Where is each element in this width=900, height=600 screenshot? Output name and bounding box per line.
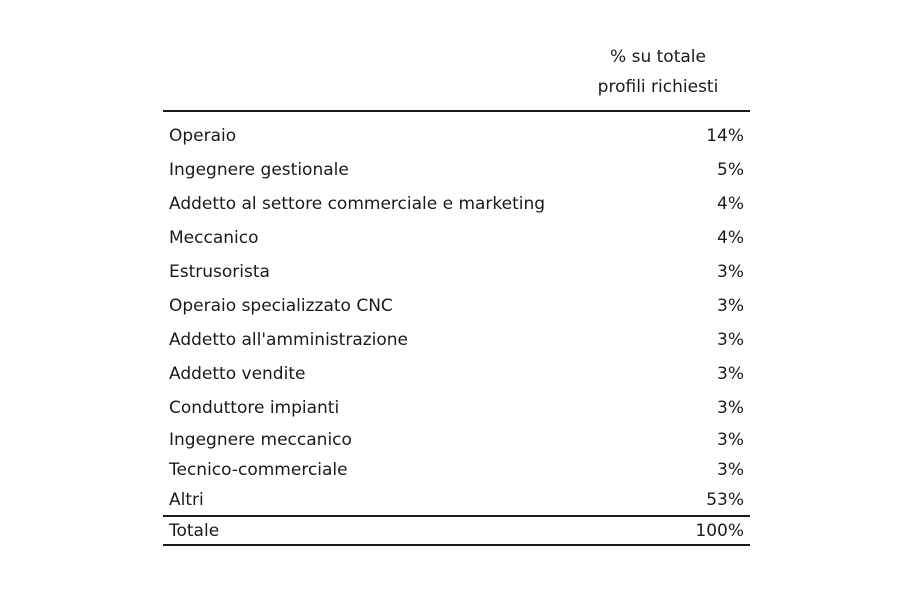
row-label: Tecnico-commerciale [169, 460, 348, 480]
table-row: Addetto all'amministrazione 3% [163, 323, 750, 357]
row-label: Operaio [169, 126, 237, 146]
row-value: 3% [717, 296, 744, 316]
row-label: Ingegnere meccanico [169, 430, 352, 450]
total-row: Totale 100% [163, 517, 750, 544]
row-value: 3% [717, 330, 744, 350]
row-label: Addetto all'amministrazione [169, 330, 409, 350]
table-row: Addetto vendite 3% [163, 357, 750, 391]
table-body: Operaio 14% Ingegnere gestionale 5% Adde… [163, 112, 750, 515]
row-label: Operaio specializzato CNC [169, 296, 393, 316]
row-value: 14% [706, 126, 744, 146]
row-label: Ingegnere gestionale [169, 160, 349, 180]
table-row: Estrusorista 3% [163, 255, 750, 289]
total-label: Totale [169, 520, 220, 541]
row-value: 3% [717, 430, 744, 450]
total-top-rule [163, 515, 750, 517]
table-row: Operaio specializzato CNC 3% [163, 289, 750, 323]
table-row: Ingegnere meccanico 3% [163, 425, 750, 455]
table-row: Ingegnere gestionale 5% [163, 153, 750, 187]
table-row: Altri 53% [163, 485, 750, 515]
table-row: Conduttore impianti 3% [163, 391, 750, 425]
row-value: 53% [706, 490, 744, 510]
header-rule [163, 110, 750, 112]
table-header: % su totale profili richiesti [163, 38, 750, 110]
row-label: Estrusorista [169, 262, 270, 282]
column-header-line-1: % su totale [610, 47, 706, 67]
row-label: Addetto al settore commerciale e marketi… [169, 194, 546, 214]
row-value: 5% [717, 160, 744, 180]
row-label: Meccanico [169, 228, 259, 248]
row-label: Addetto vendite [169, 364, 306, 384]
row-value: 3% [717, 364, 744, 384]
row-label: Altri [169, 490, 204, 510]
profiles-table: % su totale profili richiesti Operaio 14… [163, 38, 750, 546]
table-row: Addetto al settore commerciale e marketi… [163, 187, 750, 221]
row-value: 4% [717, 228, 744, 248]
table-row: Meccanico 4% [163, 221, 750, 255]
column-header-line-2: profili richiesti [597, 77, 719, 97]
table-row: Tecnico-commerciale 3% [163, 455, 750, 485]
total-value: 100% [695, 520, 744, 541]
row-value: 4% [717, 194, 744, 214]
row-value: 3% [717, 262, 744, 282]
column-header: % su totale profili richiesti [578, 42, 738, 102]
row-value: 3% [717, 460, 744, 480]
table-row: Operaio 14% [163, 119, 750, 153]
total-bottom-rule [163, 544, 750, 546]
row-value: 3% [717, 398, 744, 418]
row-label: Conduttore impianti [169, 398, 340, 418]
